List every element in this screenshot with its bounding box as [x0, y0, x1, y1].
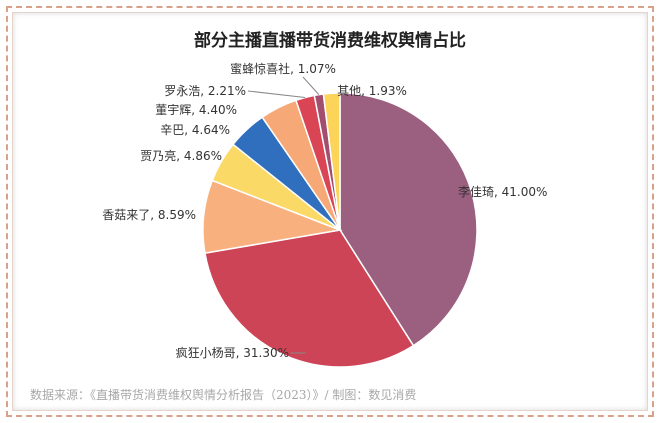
leader-lines [247, 76, 320, 354]
slice-label-6: 董宇辉, 4.40% [155, 103, 237, 117]
pie-slice-9 [322, 92, 341, 231]
slice-label-8: 蜜蜂惊喜社, 1.07% [230, 61, 336, 76]
pie-slice-2 [204, 229, 415, 368]
pie-slice-1 [339, 92, 478, 347]
slice-label-9: 其他, 1.93% [337, 84, 407, 98]
dashed-border [6, 6, 654, 417]
slice-labels: 李佳琦, 41.00% 疯狂小杨哥, 31.30% 香菇来了, 8.59% 贾乃亮, … [102, 61, 547, 360]
slice-label-4: 贾乃亮, 4.86% [140, 148, 222, 163]
leader-line-7 [247, 90, 306, 99]
pie-slices [202, 92, 478, 368]
chart-title: 部分主播直播带货消费维权舆情占比 [194, 30, 466, 51]
slice-label-2: 疯狂小杨哥, 31.30% [176, 345, 289, 360]
slice-label-7: 罗永浩, 2.21% [164, 84, 246, 98]
slice-label-1: 李佳琦, 41.00% [458, 184, 547, 199]
slice-label-3: 香菇来了, 8.59% [102, 208, 196, 222]
source-note: 数据来源：《直播带货消费维权舆情分析报告（2023）》/ 制图：数见消费 [30, 388, 417, 402]
slice-label-5: 辛巴, 4.64% [160, 123, 230, 137]
leader-line-8 [302, 76, 320, 95]
